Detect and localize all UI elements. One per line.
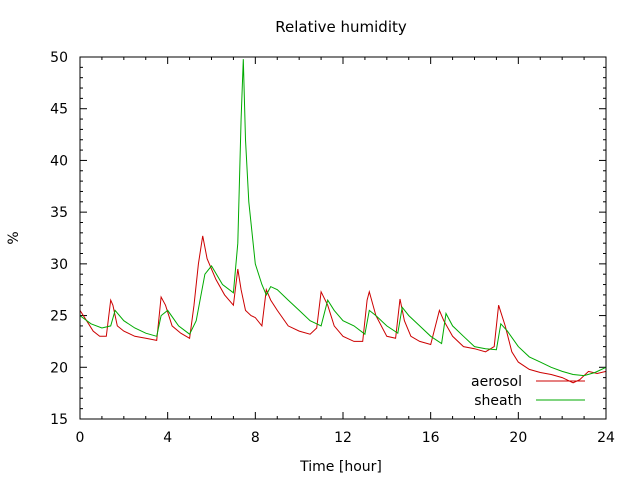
- y-tick-label: 50: [50, 50, 68, 66]
- y-tick-label: 45: [50, 102, 68, 118]
- x-tick-label: 0: [76, 430, 85, 446]
- x-axis-label: Time [hour]: [299, 459, 382, 475]
- y-tick-label: 30: [50, 257, 68, 273]
- x-tick-label: 12: [334, 430, 352, 446]
- plot-frame: [79, 56, 607, 420]
- x-tick-label: 4: [163, 430, 172, 446]
- series-line-sheath: [79, 59, 607, 377]
- legend-label: aerosol: [471, 374, 522, 390]
- y-tick-label: 40: [50, 153, 68, 169]
- x-tick-label: 24: [597, 430, 615, 446]
- ticks-layer: 15 20 25 30 35 40 45 50 0 4 8 12 16 20 24: [50, 50, 615, 446]
- series-line-aerosol: [79, 235, 607, 384]
- series-layer: [79, 59, 607, 384]
- legend: aerosol sheath: [471, 374, 585, 409]
- x-tick-label: 8: [251, 430, 260, 446]
- x-tick-label: 20: [509, 430, 527, 446]
- y-tick-label: 20: [50, 360, 68, 376]
- y-tick-label: 25: [50, 309, 68, 325]
- legend-label: sheath: [474, 393, 522, 409]
- y-tick-label: 35: [50, 205, 68, 221]
- y-tick-label: 15: [50, 412, 68, 428]
- y-axis-label: %: [6, 231, 22, 244]
- chart-title: Relative humidity: [275, 18, 407, 36]
- x-tick-label: 16: [422, 430, 440, 446]
